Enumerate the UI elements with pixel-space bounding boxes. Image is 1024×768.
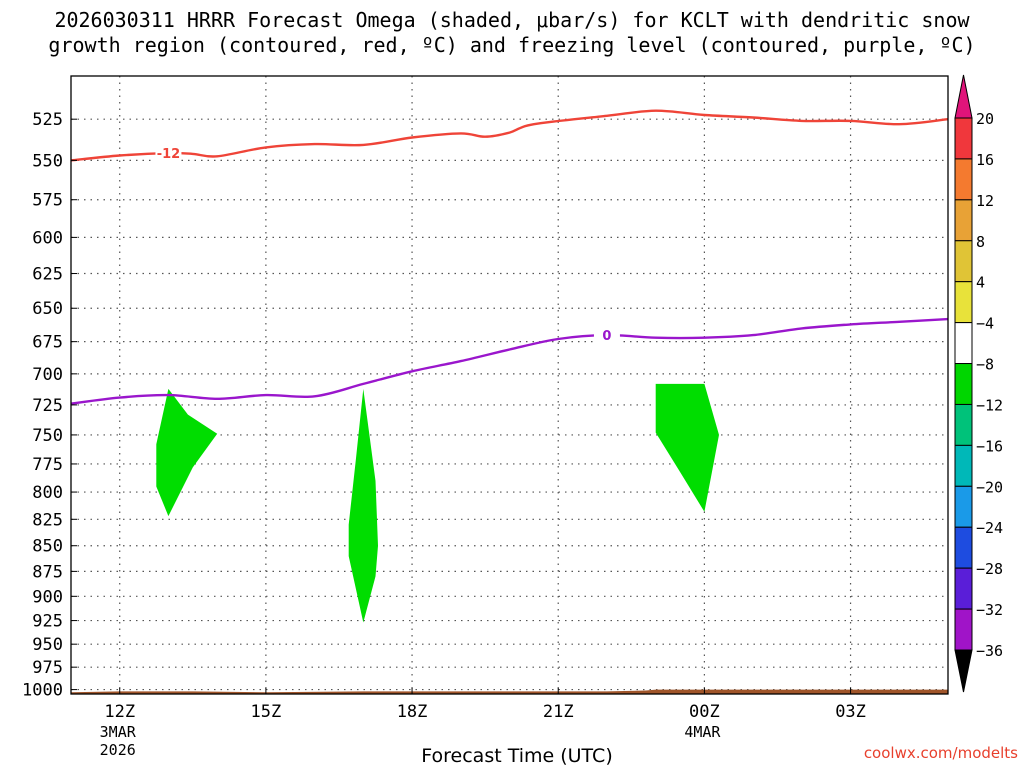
colorbar-segment xyxy=(954,322,973,365)
colorbar-label: 8 xyxy=(976,233,985,251)
colorbar-label: −28 xyxy=(976,560,1003,578)
x-tick-label: 12Z xyxy=(104,702,135,722)
x-axis-title: Forecast Time (UTC) xyxy=(421,745,613,767)
y-tick-label: 825 xyxy=(32,510,63,530)
x-tick-label: 21Z xyxy=(543,702,574,722)
colorbar-segment xyxy=(954,526,973,569)
colorbar-segment xyxy=(954,608,973,651)
colorbar-label: −24 xyxy=(976,519,1003,537)
colorbar-segment xyxy=(954,199,973,242)
y-tick-label: 625 xyxy=(32,265,63,285)
colorbar-label: −4 xyxy=(976,315,994,333)
colorbar-segment xyxy=(954,363,973,405)
y-tick-label: 975 xyxy=(32,658,63,678)
omega-region xyxy=(156,388,218,517)
omega-region xyxy=(348,388,378,623)
colorbar-label: −8 xyxy=(976,356,994,374)
plot-frame xyxy=(70,75,949,695)
colorbar-label: 16 xyxy=(976,151,994,169)
colorbar-segment xyxy=(954,485,973,528)
y-tick-label: 925 xyxy=(32,612,63,632)
y-tick-label: 950 xyxy=(32,635,63,655)
colorbar-bottom-arrow xyxy=(954,649,973,693)
y-tick-label: 700 xyxy=(32,365,63,385)
y-tick-label: 650 xyxy=(32,299,63,319)
y-tick-label: 900 xyxy=(32,587,63,607)
colorbar-segment xyxy=(954,158,973,201)
colorbar-label: 4 xyxy=(976,274,985,292)
contour-line xyxy=(70,109,949,162)
y-tick-label: 575 xyxy=(32,191,63,211)
contour-label-bg xyxy=(593,327,620,344)
colorbar-label: 12 xyxy=(976,192,994,210)
y-tick-label: 750 xyxy=(32,426,63,446)
y-tick-label: 600 xyxy=(32,228,63,248)
contour-label-bg xyxy=(155,145,182,162)
colorbar-label: −12 xyxy=(976,396,1003,414)
x-tick-label: 18Z xyxy=(397,702,428,722)
y-tick-label: 775 xyxy=(32,455,63,475)
x-tick-label: 00Z xyxy=(689,702,720,722)
source-credit: coolwx.com/modelts xyxy=(863,744,1018,762)
y-tick-label: 550 xyxy=(32,151,63,171)
colorbar-segment xyxy=(954,403,973,446)
y-tick-label: 800 xyxy=(32,483,63,503)
contour-line xyxy=(70,317,949,405)
colorbar-label: −20 xyxy=(976,478,1003,496)
colorbar-segment xyxy=(954,567,973,610)
colorbar-label: −36 xyxy=(976,642,1003,660)
y-tick-label: 1000 xyxy=(22,681,63,701)
colorbar-top-arrow xyxy=(954,74,973,119)
colorbar-label: −16 xyxy=(976,437,1003,455)
omega-region xyxy=(655,383,719,512)
chart-title-line-1: 2026030311 HRRR Forecast Omega (shaded, … xyxy=(54,8,970,32)
colorbar-segment xyxy=(954,240,973,283)
y-tick-label: 525 xyxy=(32,110,63,130)
y-tick-label: 725 xyxy=(32,396,63,416)
terrain-fill xyxy=(71,689,948,694)
colorbar-segment xyxy=(954,281,973,324)
x-tick-label: 03Z xyxy=(835,702,866,722)
chart-title-line-2: growth region (contoured, red, ºC) and f… xyxy=(48,33,976,57)
x-tick-label: 15Z xyxy=(251,702,282,722)
colorbar-segment xyxy=(954,117,973,160)
y-tick-label: 875 xyxy=(32,562,63,582)
colorbar-label: 20 xyxy=(976,110,994,128)
y-tick-label: 850 xyxy=(32,537,63,557)
x-tick-date: 3MAR xyxy=(100,723,137,741)
colorbar-label: −32 xyxy=(976,601,1003,619)
x-tick-year: 2026 xyxy=(100,741,136,759)
y-tick-label: 675 xyxy=(32,333,63,353)
contour-label: 0 xyxy=(602,329,611,344)
contour-label: -12 xyxy=(157,147,181,162)
colorbar-segment xyxy=(954,444,973,487)
x-tick-date: 4MAR xyxy=(684,723,721,741)
